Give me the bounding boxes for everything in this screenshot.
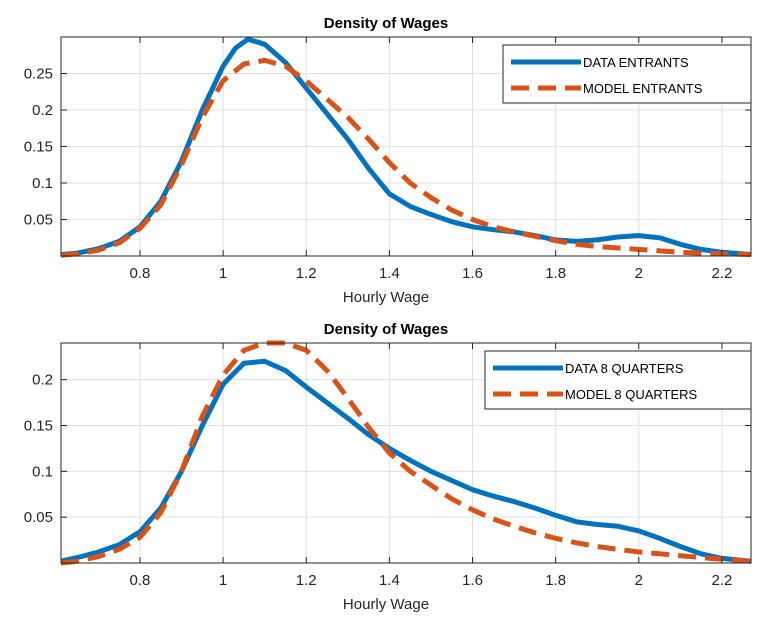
legend-label-2: MODEL ENTRANTS — [583, 81, 703, 96]
x-tick-label: 2 — [635, 572, 643, 589]
x-tick-label: 0.8 — [130, 265, 151, 282]
y-tick-label: 0.1 — [32, 463, 53, 480]
x-tick-label: 1 — [219, 572, 227, 589]
x-tick-label: 1.2 — [296, 572, 317, 589]
x-axis-label: Hourly Wage — [343, 596, 429, 613]
x-tick-label: 2.2 — [711, 572, 732, 589]
legend-box — [502, 44, 752, 104]
y-tick-label: 0.05 — [24, 212, 53, 229]
x-tick-label: 2 — [635, 265, 643, 282]
legend-box — [484, 350, 752, 410]
x-tick-label: 2.2 — [711, 265, 732, 282]
x-tick-label: 1.8 — [545, 265, 566, 282]
series-line-2 — [60, 340, 752, 566]
x-axis-label: Hourly Wage — [343, 289, 429, 306]
legend-label-1: DATA ENTRANTS — [583, 55, 689, 70]
y-tick-label: 0.15 — [24, 418, 53, 435]
y-tick-label: 0.2 — [32, 102, 53, 119]
axes-box — [60, 342, 752, 564]
x-tick-label: 1.2 — [296, 265, 317, 282]
chart-1: 0.8 1 1.2 1.4 1.6 1.8 2 2.2 0.05 0.1 0.15 0.2 0.25 De… — [24, 15, 752, 306]
x-tick-label: 1.6 — [462, 572, 483, 589]
x-tick-label: 1.6 — [462, 265, 483, 282]
x-tick-label: 1.4 — [379, 265, 400, 282]
y-tick-label: 0.25 — [24, 66, 53, 83]
series-group — [60, 340, 752, 566]
y-tick-label: 0.15 — [24, 139, 53, 156]
legend-label-1: DATA 8 QUARTERS — [565, 361, 684, 376]
x-tick-label: 0.8 — [130, 572, 151, 589]
chart-title: Density of Wages — [324, 15, 448, 32]
series-line-2 — [60, 57, 752, 258]
y-tick-label: 0.2 — [32, 372, 53, 389]
y-tick-label: 0.05 — [24, 509, 53, 526]
y-tick-label: 0.1 — [32, 175, 53, 192]
x-tick-label: 1 — [219, 265, 227, 282]
legend-label-2: MODEL 8 QUARTERS — [565, 387, 698, 402]
chart-2: 0.8 1 1.2 1.4 1.6 1.8 2 2.2 0.05 0.1 0.15 0.2 Densit… — [24, 321, 752, 613]
x-tick-label: 1.4 — [379, 572, 400, 589]
legend: DATA ENTRANTS MODEL ENTRANTS — [502, 44, 752, 104]
legend: DATA 8 QUARTERS MODEL 8 QUARTERS — [484, 350, 752, 410]
series-group — [60, 36, 752, 258]
x-tick-label: 1.8 — [545, 572, 566, 589]
chart-title: Density of Wages — [324, 321, 448, 338]
